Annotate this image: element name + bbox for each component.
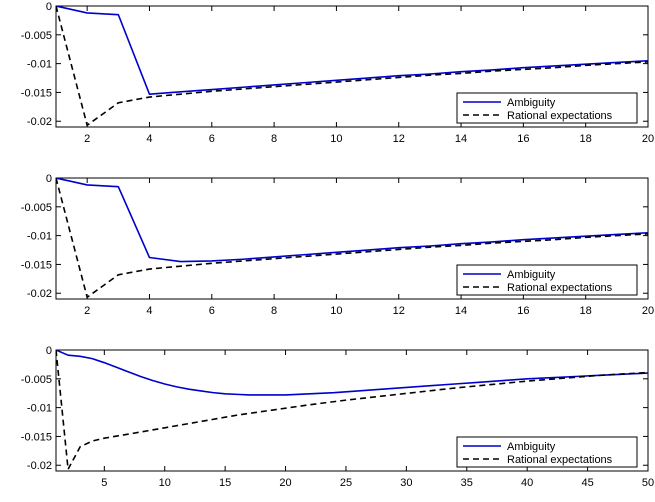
- x-tick-label: 12: [393, 305, 405, 317]
- legend-box: [456, 92, 638, 124]
- x-tick-label: 40: [521, 477, 533, 489]
- x-tick-label: 20: [642, 133, 654, 145]
- x-tick-label: 20: [642, 305, 654, 317]
- x-tick-label: 16: [517, 305, 529, 317]
- y-tick-label: 0: [46, 173, 52, 185]
- x-tick-label: 10: [159, 477, 171, 489]
- x-tick-label: 16: [517, 133, 529, 145]
- y-tick-label: 0: [46, 345, 52, 357]
- x-tick-label: 6: [209, 133, 215, 145]
- x-tick-label: 18: [580, 305, 592, 317]
- chart-panel-1: 2 4 6 8 10 12 14 16 18 20 0 -0.005 -0.01 -0.015 -0.02 A…: [21, 1, 654, 145]
- series-line-ambiguity: [56, 178, 648, 263]
- chart-panel-2: 2 4 6 8 10 12 14 16 18 20 0 -0.005 -0.01 -0.015 -0.02 A…: [21, 173, 654, 317]
- y-tick-label: -0.01: [27, 231, 52, 243]
- y-tick-label: 0: [46, 1, 52, 13]
- x-tick-label: 18: [580, 133, 592, 145]
- x-tick-label: 20: [279, 477, 291, 489]
- legend-entry-label: Rational expectations: [507, 282, 613, 294]
- x-tick-label: 10: [330, 133, 342, 145]
- y-tick-label: -0.005: [21, 202, 52, 214]
- x-tick-label: 15: [219, 477, 231, 489]
- y-tick-label: -0.015: [21, 87, 52, 99]
- y-tick-label: -0.005: [21, 30, 52, 42]
- legend-box: [456, 264, 638, 296]
- series-line-rational-expectations: [56, 178, 648, 299]
- series-line-rational-expectations: [56, 350, 648, 471]
- y-tick-label: -0.015: [21, 431, 52, 443]
- x-tick-label: 10: [330, 305, 342, 317]
- y-tick-label: -0.015: [21, 259, 52, 271]
- x-tick-label: 8: [271, 305, 277, 317]
- x-tick-label: 6: [209, 305, 215, 317]
- x-tick-label: 8: [271, 133, 277, 145]
- x-tick-label: 25: [340, 477, 352, 489]
- legend-entry-label: Ambiguity: [507, 269, 556, 281]
- x-tick-label: 35: [461, 477, 473, 489]
- y-tick-label: -0.01: [27, 403, 52, 415]
- series-line-ambiguity: [56, 6, 648, 95]
- x-tick-label: 45: [581, 477, 593, 489]
- legend-entry-label: Ambiguity: [507, 441, 556, 453]
- legend-entry-label: Rational expectations: [507, 454, 613, 466]
- chart-panel-3: 5 10 15 20 25 30 35 40 45 50 0 -0.005 -0.01 -0.015 -0.…: [21, 345, 654, 489]
- x-tick-label: 50: [642, 477, 654, 489]
- x-tick-label: 14: [455, 305, 467, 317]
- x-tick-label: 30: [400, 477, 412, 489]
- x-tick-label: 5: [101, 477, 107, 489]
- x-tick-label: 2: [84, 133, 90, 145]
- legend-entry-label: Ambiguity: [507, 97, 556, 109]
- y-tick-label: -0.005: [21, 374, 52, 386]
- y-tick-label: -0.02: [27, 116, 52, 128]
- x-tick-label: 12: [393, 133, 405, 145]
- legend-entry-label: Rational expectations: [507, 110, 613, 122]
- x-tick-label: 4: [146, 133, 152, 145]
- y-tick-label: -0.02: [27, 460, 52, 472]
- legend-box: [456, 436, 638, 468]
- x-tick-label: 14: [455, 133, 467, 145]
- y-tick-label: -0.02: [27, 288, 52, 300]
- series-line-ambiguity: [56, 350, 648, 396]
- x-tick-label: 2: [84, 305, 90, 317]
- y-tick-label: -0.01: [27, 59, 52, 71]
- x-tick-label: 4: [146, 305, 152, 317]
- series-line-rational-expectations: [56, 6, 648, 127]
